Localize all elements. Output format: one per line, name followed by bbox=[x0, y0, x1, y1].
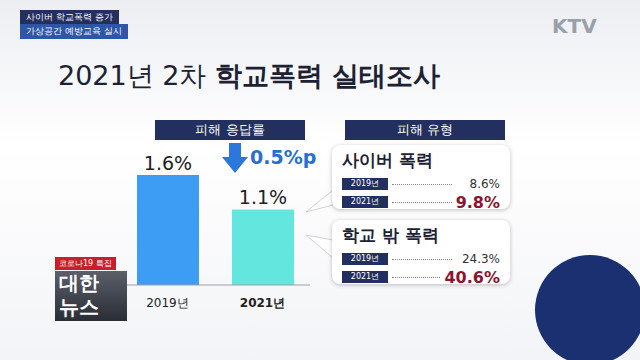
html-text:2021년: 2021년 bbox=[350, 197, 380, 206]
svg-text:2019년: 2019년 bbox=[146, 296, 189, 310]
html-text:2019년: 2019년 bbox=[350, 179, 380, 188]
html-text:피해 유형: 피해 유형 bbox=[396, 122, 454, 137]
html-text:KTV: KTV bbox=[552, 14, 597, 38]
html-text:0.5%p: 0.5%p bbox=[250, 146, 317, 168]
svg-text:2021년: 2021년 bbox=[240, 296, 285, 310]
html-text:9.8%: 9.8% bbox=[455, 192, 500, 212]
html-text:대한: 대한 bbox=[59, 271, 99, 295]
html-text:사이버 학교폭력 증가: 사이버 학교폭력 증가 bbox=[26, 12, 113, 22]
html-text:가상공간 예방교육 실시: 가상공간 예방교육 실시 bbox=[26, 26, 122, 36]
html-text:40.6%: 40.6% bbox=[444, 267, 500, 287]
html-text:코로나19 특집: 코로나19 특집 bbox=[59, 259, 112, 268]
html-text:8.6%: 8.6% bbox=[469, 177, 500, 191]
html-text:2021년: 2021년 bbox=[350, 272, 380, 281]
html-text:2021년 2차 학교폭력 실태조사: 2021년 2차 학교폭력 실태조사 bbox=[58, 60, 441, 91]
html-text:피해 응답률: 피해 응답률 bbox=[195, 122, 265, 137]
svg-text:1.1%: 1.1% bbox=[239, 186, 287, 208]
html-text:사이버 폭력: 사이버 폭력 bbox=[342, 150, 433, 170]
svg-text:1.6%: 1.6% bbox=[144, 152, 192, 174]
html-text:24.3%: 24.3% bbox=[461, 252, 500, 266]
html-text:학교 밖 폭력: 학교 밖 폭력 bbox=[342, 225, 439, 245]
html-text:뉴스: 뉴스 bbox=[59, 295, 99, 319]
html-text:2019년: 2019년 bbox=[350, 254, 380, 263]
